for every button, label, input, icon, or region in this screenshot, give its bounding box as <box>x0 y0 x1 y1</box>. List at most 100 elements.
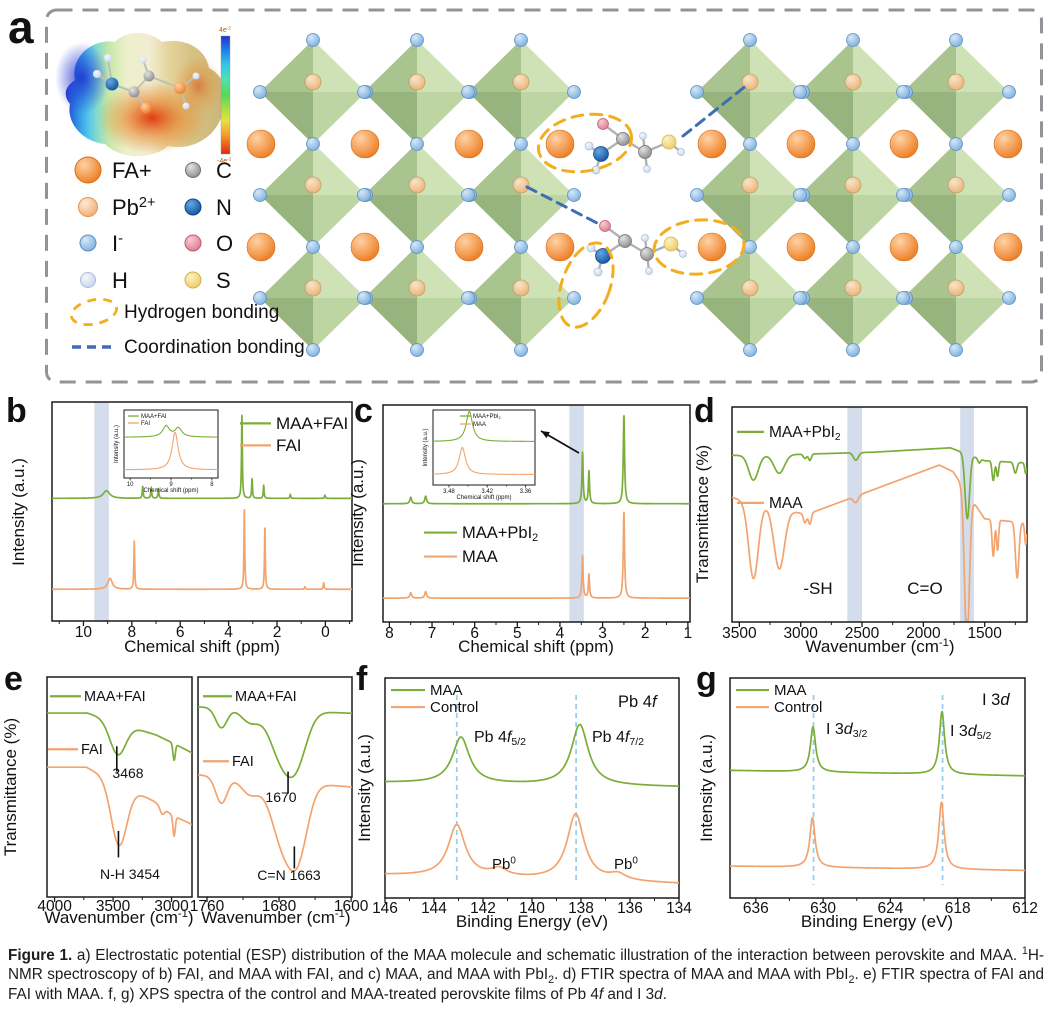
svg-text:630: 630 <box>810 900 836 917</box>
plot-frame <box>731 406 1028 623</box>
svg-text:618: 618 <box>945 900 971 917</box>
highlight-band <box>569 405 584 622</box>
iodide-atom <box>461 188 475 202</box>
svg-text:Binding Energy (eV): Binding Energy (eV) <box>456 912 608 931</box>
s-atom <box>663 236 679 252</box>
svg-text:142: 142 <box>470 900 496 917</box>
svg-text:Chemical shift (ppm): Chemical shift (ppm) <box>456 495 511 501</box>
h-atom <box>679 250 687 258</box>
iodide-atom <box>357 291 371 305</box>
iodide-atom <box>461 85 475 99</box>
pb-atom <box>741 279 759 297</box>
svg-text:MAA+FAI: MAA+FAI <box>235 689 297 705</box>
svg-text:C=N 1663: C=N 1663 <box>257 867 321 883</box>
svg-text:1670: 1670 <box>265 789 296 805</box>
caption-segment: and I 3 <box>603 985 655 1003</box>
pb-atom <box>408 73 426 91</box>
svg-text:FAI: FAI <box>232 754 254 770</box>
iodide-atom <box>690 188 704 202</box>
fa-cation <box>697 232 727 262</box>
panel-label-f: f <box>356 660 368 698</box>
svg-text:3500: 3500 <box>96 898 131 915</box>
c-atom <box>618 234 632 248</box>
svg-text:Pb 4f5/2: Pb 4f5/2 <box>474 729 526 748</box>
svg-text:1600: 1600 <box>334 898 369 915</box>
h-atom <box>639 132 647 140</box>
svg-text:FA+: FA+ <box>112 158 152 183</box>
series-MAA+PbI2 <box>433 410 535 442</box>
iodide-atom <box>410 137 424 151</box>
h-atom <box>593 267 603 277</box>
svg-text:0: 0 <box>321 624 330 641</box>
caption-segment: . e) FTIR spectra of FAI and FAI with MA… <box>8 966 1044 1003</box>
iodide-atom <box>1002 188 1016 202</box>
svg-text:8: 8 <box>128 624 137 641</box>
svg-text:Intensity (a.u.): Intensity (a.u.) <box>114 425 120 463</box>
iodide-atom <box>306 240 320 254</box>
svg-text:2: 2 <box>641 625 650 642</box>
pb-atom <box>408 279 426 297</box>
panel-b-chart: 10 8 6 4 2 0 Chemical shift (ppm) Intensity (a.… <box>9 401 353 656</box>
series-MAA+FAI <box>47 712 192 762</box>
fa-cation <box>889 232 919 262</box>
iodide-atom <box>743 343 757 357</box>
pb-atom <box>512 73 530 91</box>
svg-text:Pb0: Pb0 <box>614 856 638 873</box>
panel-a-dashed-border <box>45 8 1043 384</box>
esp-colorbar <box>220 35 231 155</box>
iodide-atom <box>567 291 581 305</box>
fa-cation <box>350 129 380 159</box>
fa-cation <box>545 129 575 159</box>
c-atom <box>640 247 654 261</box>
series-FAI <box>52 508 352 591</box>
pb-atom <box>741 73 759 91</box>
fa-cation <box>993 232 1023 262</box>
iodide-atom <box>357 188 371 202</box>
iodide-atom <box>253 291 267 305</box>
coordination-bond-line <box>525 185 599 225</box>
svg-text:3: 3 <box>598 625 607 642</box>
iodide-atom <box>949 240 963 254</box>
c-atom <box>638 145 652 159</box>
highlight-band <box>94 402 109 621</box>
legend-Pb2+-swatch <box>78 197 98 217</box>
svg-text:6: 6 <box>470 625 479 642</box>
o-atom <box>599 220 611 232</box>
caption-segment: d <box>654 985 663 1003</box>
caption-segment: H-NMR spectroscopy of b) FAI, and MAA wi… <box>8 947 1044 984</box>
svg-text:3468: 3468 <box>112 765 143 781</box>
panel-label-c: c <box>354 392 373 430</box>
pb-atom <box>844 73 862 91</box>
svg-text:Control: Control <box>774 699 822 716</box>
h-atom <box>641 234 649 242</box>
svg-text:O: O <box>216 231 233 256</box>
iodide-atom <box>253 188 267 202</box>
svg-text:H: H <box>112 268 128 293</box>
series-Control <box>385 812 679 884</box>
caption-segment: Figure 1. <box>8 947 73 964</box>
series-Control <box>730 801 1025 872</box>
hydrogen-bonding-symbol <box>69 297 119 327</box>
pb-atom <box>947 73 965 91</box>
svg-text:Intensity (a.u.): Intensity (a.u.) <box>423 428 429 466</box>
plot-frame <box>382 404 691 623</box>
inset-arrow <box>541 431 550 439</box>
iodide-atom <box>410 33 424 47</box>
series-MAA+PbI2 <box>383 414 690 505</box>
svg-text:Intensity (a.u.): Intensity (a.u.) <box>355 734 374 842</box>
svg-text:Intensity (a.u.): Intensity (a.u.) <box>9 458 28 566</box>
series-MAA <box>732 464 1027 621</box>
series-MAA+PbI2 <box>732 447 1027 520</box>
svg-text:MAA: MAA <box>473 422 486 428</box>
iodide-atom <box>949 343 963 357</box>
svg-text:1: 1 <box>684 625 693 642</box>
caption-segment: 2 <box>848 974 855 987</box>
series-MAA+FAI <box>124 424 218 438</box>
hydrogen-bond-ellipse <box>557 241 615 329</box>
iodide-atom <box>949 33 963 47</box>
iodide-atom <box>949 137 963 151</box>
hydrogen-bond-ellipse <box>652 218 746 276</box>
iodide-atom <box>514 137 528 151</box>
